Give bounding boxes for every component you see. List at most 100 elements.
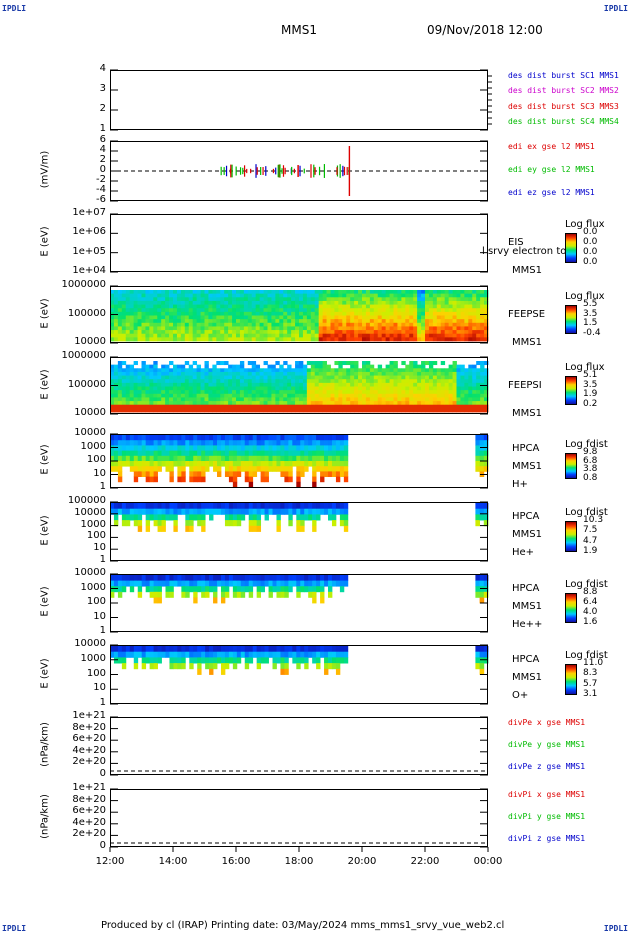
spectrogram-cell [468,368,473,373]
spectrogram-cell [220,404,225,409]
spectrogram-cell [328,503,333,510]
spectrogram-cell [381,330,387,335]
spectrogram-cell [326,330,331,335]
spectrogram-cell [252,525,258,532]
spectrogram-cell [264,657,269,664]
spectrogram-cell [322,397,327,402]
spectrogram-cell [304,580,309,587]
spectrogram-cell [113,297,119,302]
spectrogram-cell [335,466,341,472]
spectrogram-cell [468,375,473,380]
spectrogram-cell [480,319,485,324]
spectrogram-cell [165,435,170,441]
spectrogram-cell [125,520,131,527]
spectrogram-cell [369,408,375,413]
spectrogram-cell [169,586,174,593]
spectrogram-cell [256,455,262,462]
spectrogram-cell [448,297,453,302]
spectrogram-cell [125,375,131,380]
spectrogram-cell [279,401,284,406]
spectrogram-cell [397,390,402,395]
spectrogram-cell [299,297,304,302]
spectrogram-cell [255,304,261,309]
spectrogram-cell [295,319,300,324]
spectrogram-cell [316,651,321,658]
spectrogram-cell [389,290,394,295]
spectrogram-cell [232,466,238,472]
spectrogram-cell [133,319,138,324]
spectrogram-cell [212,364,217,369]
spectrogram-cell [133,440,139,446]
spectrogram-cell [350,308,355,313]
spectrogram-cell [369,382,375,387]
spectrogram-cell [409,397,414,402]
spectrogram-cell [401,337,406,342]
spectrogram-cell [373,382,379,387]
spectrogram-cell [197,461,202,467]
spectrogram-cell [204,330,209,335]
spectrogram-cell [110,290,115,295]
spectrogram-cell [244,580,250,587]
spectrogram-cell [428,361,434,366]
spectrogram-cell [129,330,135,335]
spectrogram-cell [208,297,213,302]
spectrogram-cell [263,379,268,384]
spectrogram-cell [255,371,261,376]
spectrogram-cell [208,304,213,309]
spectrogram-cell [304,503,309,510]
spectrogram-cell [276,575,281,581]
spectrogram-cell [279,364,284,369]
spectrogram-cell [296,435,301,441]
spectrogram-cell [346,311,351,316]
spectrogram-cell [432,404,438,409]
spectrogram-cell [397,379,402,384]
spectrogram-cell [343,503,349,510]
spectrogram-cell [312,651,317,658]
spectrogram-cell [228,508,234,515]
spectrogram-cell [197,435,202,441]
spectrogram-cell [208,404,213,409]
spectrogram-cell [484,300,489,305]
spectrogram-cell [173,450,178,457]
spectrogram-cell [354,382,359,387]
spectrogram-cell [185,440,190,446]
spectrogram-cell [472,326,477,331]
spectrogram-cell [480,386,485,391]
spectrogram-cell [133,404,138,409]
spectrogram-cell [145,315,150,320]
spectrogram-cell [483,591,489,598]
spectrogram-cell [292,435,297,441]
spectrogram-cell [365,386,371,391]
spectrogram-cell [306,379,312,384]
spectrogram-cell [326,379,331,384]
spectrogram-cell [440,382,446,387]
spectrogram-cell [180,397,186,402]
spectrogram-cell [284,461,289,467]
colorbar-tick-label: 3.8 [583,464,598,475]
spectrogram-cell [255,330,261,335]
spectrogram-cell [169,397,174,402]
spectrogram-cell [292,445,297,451]
spectrogram-cell [362,300,367,305]
spectrogram-cell [300,520,305,527]
spectrogram-cell [188,333,194,338]
spectrogram-cell [189,525,194,532]
spectrogram-cell [239,319,245,324]
spectrogram-cell [389,401,394,406]
spectrogram-cell [405,337,410,342]
spectrogram-cell [201,445,206,451]
spectrogram-cell [320,455,325,462]
spectrogram-cell [184,379,190,384]
spectrogram-cell [326,386,331,391]
spectrogram-cell [354,368,359,373]
spectrogram-cell [476,297,481,302]
spectrogram-cell [165,308,170,313]
spectrogram-cell [193,646,198,653]
spectrogram-cell [157,651,162,658]
spectrogram-cell [141,311,146,316]
spectrogram-cell [113,379,119,384]
y-axis-label: E (eV) [39,657,51,689]
spectrogram-cell [320,508,325,515]
spectrogram-cell [260,646,265,653]
spectrogram-cell [201,575,206,581]
